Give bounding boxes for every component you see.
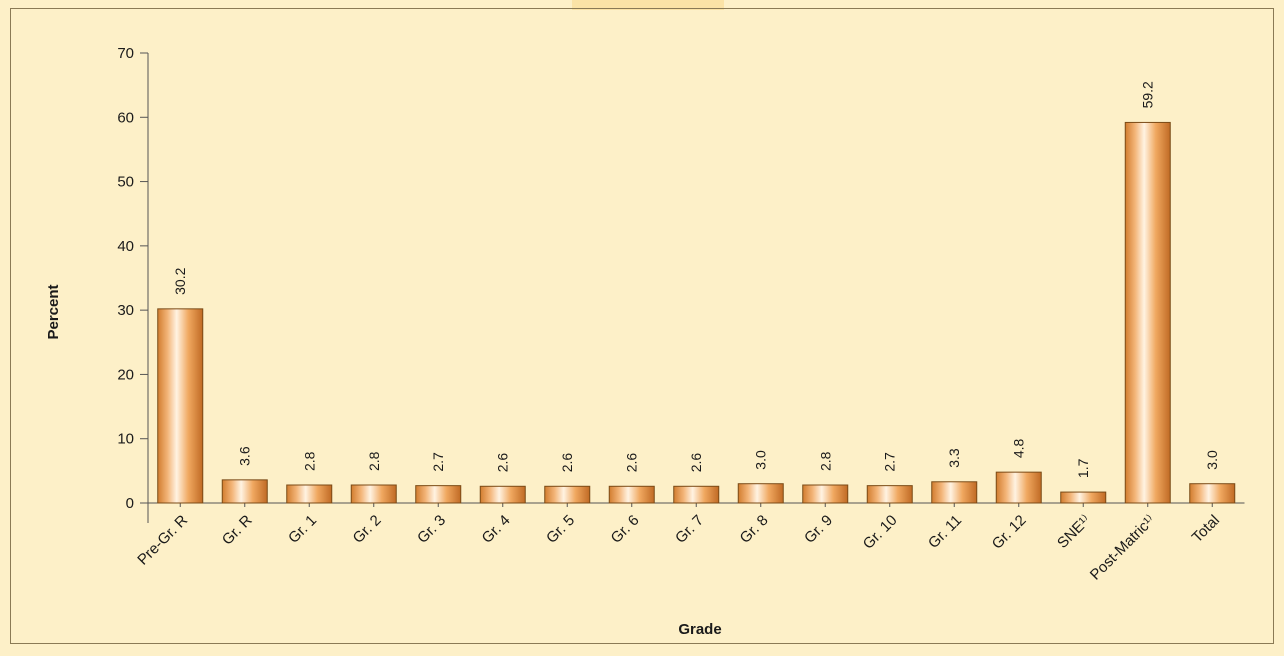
x-tick-label: Gr. 10 (860, 512, 901, 553)
labels: 30.2 Pre-Gr. R 3.6 Gr. R 2.8 Gr. 1 2.8 Gr. 2 2.7… (134, 81, 1223, 584)
y-tick-label: 40 (117, 238, 134, 255)
data-label: 3.0 (1204, 450, 1220, 470)
data-label: 1.7 (1075, 458, 1091, 478)
y-tick-label: 30 (117, 302, 134, 319)
data-label: 2.8 (301, 451, 317, 471)
x-tick-label: Gr. 3 (414, 512, 449, 547)
bar (1189, 483, 1236, 504)
bars (157, 121, 1236, 504)
data-label: 2.8 (817, 451, 833, 471)
y-tick-label: 70 (117, 45, 134, 62)
bar (415, 485, 462, 504)
x-tick-label: Gr. 1 (285, 512, 320, 547)
data-label: 30.2 (172, 267, 188, 294)
data-label: 2.6 (495, 453, 511, 473)
x-tick-label: Gr. 9 (801, 512, 836, 547)
bar (544, 485, 591, 504)
bar (479, 485, 526, 504)
chart-frame (10, 8, 1274, 644)
x-tick-label: SNE¹⁾ (1054, 512, 1094, 552)
bar (350, 484, 397, 504)
header-tab (572, 0, 724, 10)
x-tick-label: Gr. 11 (925, 512, 965, 552)
data-label: 2.6 (559, 453, 575, 473)
data-label: 3.3 (946, 448, 962, 468)
data-label: 4.8 (1011, 438, 1027, 458)
bar (608, 485, 655, 504)
data-label: 2.7 (430, 452, 446, 472)
y-tick-label: 20 (117, 366, 134, 383)
x-tick-label: Gr. 4 (479, 512, 514, 547)
y-axis-title: Percent (45, 284, 62, 339)
y-tick-label: 60 (117, 109, 134, 126)
bar (286, 484, 333, 504)
x-tick-label: Pre-Gr. R (134, 512, 191, 569)
bar (802, 484, 849, 504)
bar (157, 308, 204, 504)
data-label: 59.2 (1140, 81, 1156, 108)
x-axis-title: Grade (678, 621, 721, 638)
x-tick-label: Post-Matric¹⁾ (1087, 512, 1159, 584)
y-tick-label: 50 (117, 174, 134, 191)
x-tick-label: Gr. 7 (672, 512, 707, 547)
bar (995, 471, 1042, 504)
bar (221, 479, 268, 504)
data-label: 2.7 (882, 452, 898, 472)
x-tick-label: Gr. R (219, 512, 256, 549)
bar (737, 483, 784, 504)
y-tick-label: 10 (117, 431, 134, 448)
y-tick-label: 0 (126, 495, 134, 512)
bar (931, 481, 978, 504)
x-tick-label: Gr. 8 (737, 512, 772, 547)
axes: 0 10 20 30 40 50 60 70 (117, 45, 1245, 523)
x-tick-label: Gr. 6 (608, 512, 643, 547)
bar (1060, 491, 1107, 504)
bar (1124, 121, 1171, 504)
x-tick-label: Total (1189, 512, 1223, 546)
x-tick-label: Gr. 2 (350, 512, 385, 547)
data-label: 2.6 (624, 453, 640, 473)
data-label: 3.6 (237, 446, 253, 466)
data-label: 2.8 (366, 451, 382, 471)
x-tick-label: Gr. 12 (989, 512, 1030, 553)
bar (866, 485, 913, 504)
data-label: 2.6 (688, 453, 704, 473)
bar (673, 485, 720, 504)
data-label: 3.0 (753, 450, 769, 470)
x-tick-label: Gr. 5 (543, 512, 578, 547)
